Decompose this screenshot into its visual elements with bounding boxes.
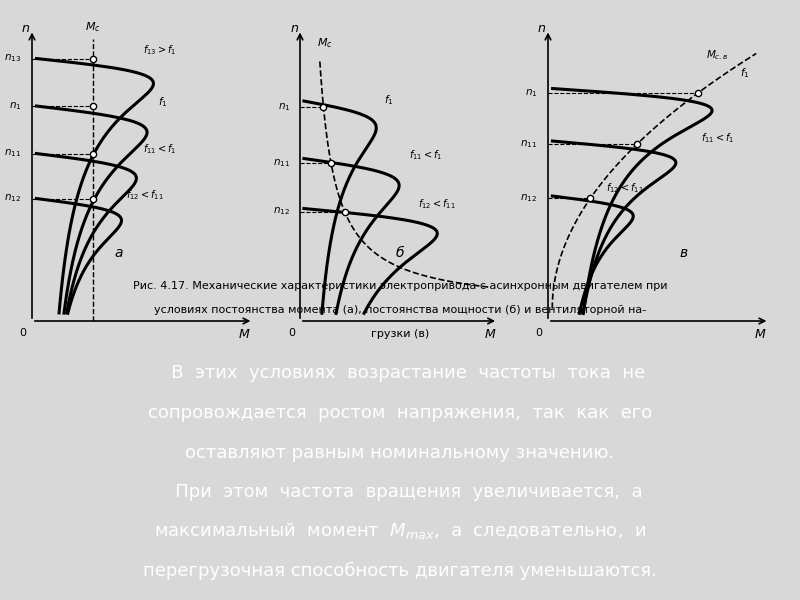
Text: $n_1$: $n_1$ xyxy=(278,101,290,113)
Text: Рис. 4.17. Механические характеристики электропривода с асинхронным двигателем п: Рис. 4.17. Механические характеристики э… xyxy=(133,281,667,292)
Text: $M$: $M$ xyxy=(238,329,250,341)
Text: $M_{c.в}$: $M_{c.в}$ xyxy=(706,49,728,62)
Text: в: в xyxy=(680,245,688,260)
Text: перегрузочная способность двигателя уменьшаются.: перегрузочная способность двигателя умен… xyxy=(143,562,657,580)
Text: $n$: $n$ xyxy=(21,22,30,35)
Text: б: б xyxy=(396,245,404,260)
Text: При  этом  частота  вращения  увеличивается,  а: При этом частота вращения увеличивается,… xyxy=(158,482,642,500)
Text: $f_1$: $f_1$ xyxy=(384,94,394,107)
Text: $n_{12}$: $n_{12}$ xyxy=(274,206,290,217)
Text: $0$: $0$ xyxy=(535,326,544,338)
Text: $n_{11}$: $n_{11}$ xyxy=(4,148,22,160)
Text: $M_c$: $M_c$ xyxy=(317,36,333,50)
Text: $M$: $M$ xyxy=(484,329,496,341)
Text: $f_1$: $f_1$ xyxy=(740,66,750,80)
Text: оставляют равным номинальному значению.: оставляют равным номинальному значению. xyxy=(186,443,614,461)
Text: $n_1$: $n_1$ xyxy=(525,87,538,99)
Text: $f_1$: $f_1$ xyxy=(158,95,167,109)
Text: $n_{12}$: $n_{12}$ xyxy=(4,193,22,205)
Text: $f_{11}<f_1$: $f_{11}<f_1$ xyxy=(143,142,176,156)
Text: а: а xyxy=(114,245,122,260)
Text: $M_c$: $M_c$ xyxy=(85,20,101,34)
Text: $n$: $n$ xyxy=(537,22,546,35)
Text: максимальный  момент  $M_{max}$,  а  следовательно,  и: максимальный момент $M_{max}$, а следова… xyxy=(154,520,646,541)
Text: $0$: $0$ xyxy=(19,326,28,338)
Text: $f_{12}<f_{11}$: $f_{12}<f_{11}$ xyxy=(606,181,643,195)
Text: $n_1$: $n_1$ xyxy=(9,100,22,112)
Text: $f_{11}<f_1$: $f_{11}<f_1$ xyxy=(409,148,442,162)
Text: $n$: $n$ xyxy=(290,22,299,35)
Text: $f_{12}<f_{11}$: $f_{12}<f_{11}$ xyxy=(418,197,456,211)
Text: $f_{11}<f_1$: $f_{11}<f_1$ xyxy=(702,131,735,145)
Text: грузки (в): грузки (в) xyxy=(371,329,429,339)
Text: $n_{11}$: $n_{11}$ xyxy=(274,157,290,169)
Text: $n_{13}$: $n_{13}$ xyxy=(4,53,22,64)
Text: $M$: $M$ xyxy=(754,329,766,341)
Text: В  этих  условиях  возрастание  частоты  тока  не: В этих условиях возрастание частоты тока… xyxy=(154,364,646,382)
Text: условиях постоянства момента (а), постоянства мощности (б) и вентиляторной на-: условиях постоянства момента (а), постоя… xyxy=(154,305,646,315)
Text: $0$: $0$ xyxy=(288,326,297,338)
Text: $f_{13}>f_1$: $f_{13}>f_1$ xyxy=(143,43,176,57)
Text: $n_{11}$: $n_{11}$ xyxy=(520,139,538,150)
Text: $f_{12}<f_{11}$: $f_{12}<f_{11}$ xyxy=(126,188,163,202)
Text: $n_{12}$: $n_{12}$ xyxy=(520,193,538,204)
Text: сопровождается  ростом  напряжения,  так  как  его: сопровождается ростом напряжения, так ка… xyxy=(148,404,652,422)
